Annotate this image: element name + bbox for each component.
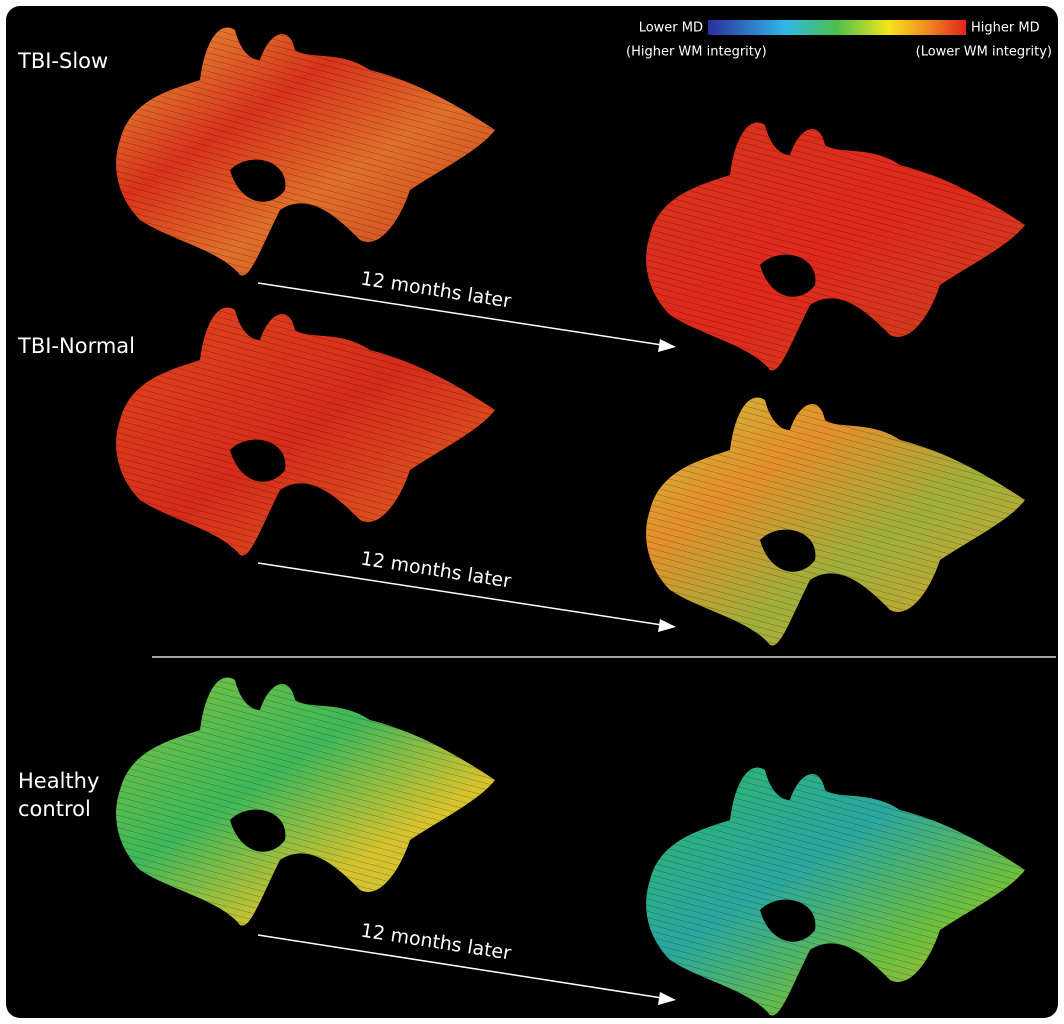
arrowheads [658,339,676,1005]
legend-low-note: (Higher WM integrity) [626,45,767,60]
group-label: TBI-Normal [17,334,135,358]
colorbar [708,20,966,35]
legend-high-note: (Lower WM integrity) [916,45,1052,60]
group-label: TBI-Slow [17,49,108,73]
legend-high: Higher MD [971,21,1040,36]
legend-low: Lower MD [639,21,703,36]
group-label: control [18,797,91,821]
arrows [257,282,663,999]
group-label: Healthy [18,769,99,793]
